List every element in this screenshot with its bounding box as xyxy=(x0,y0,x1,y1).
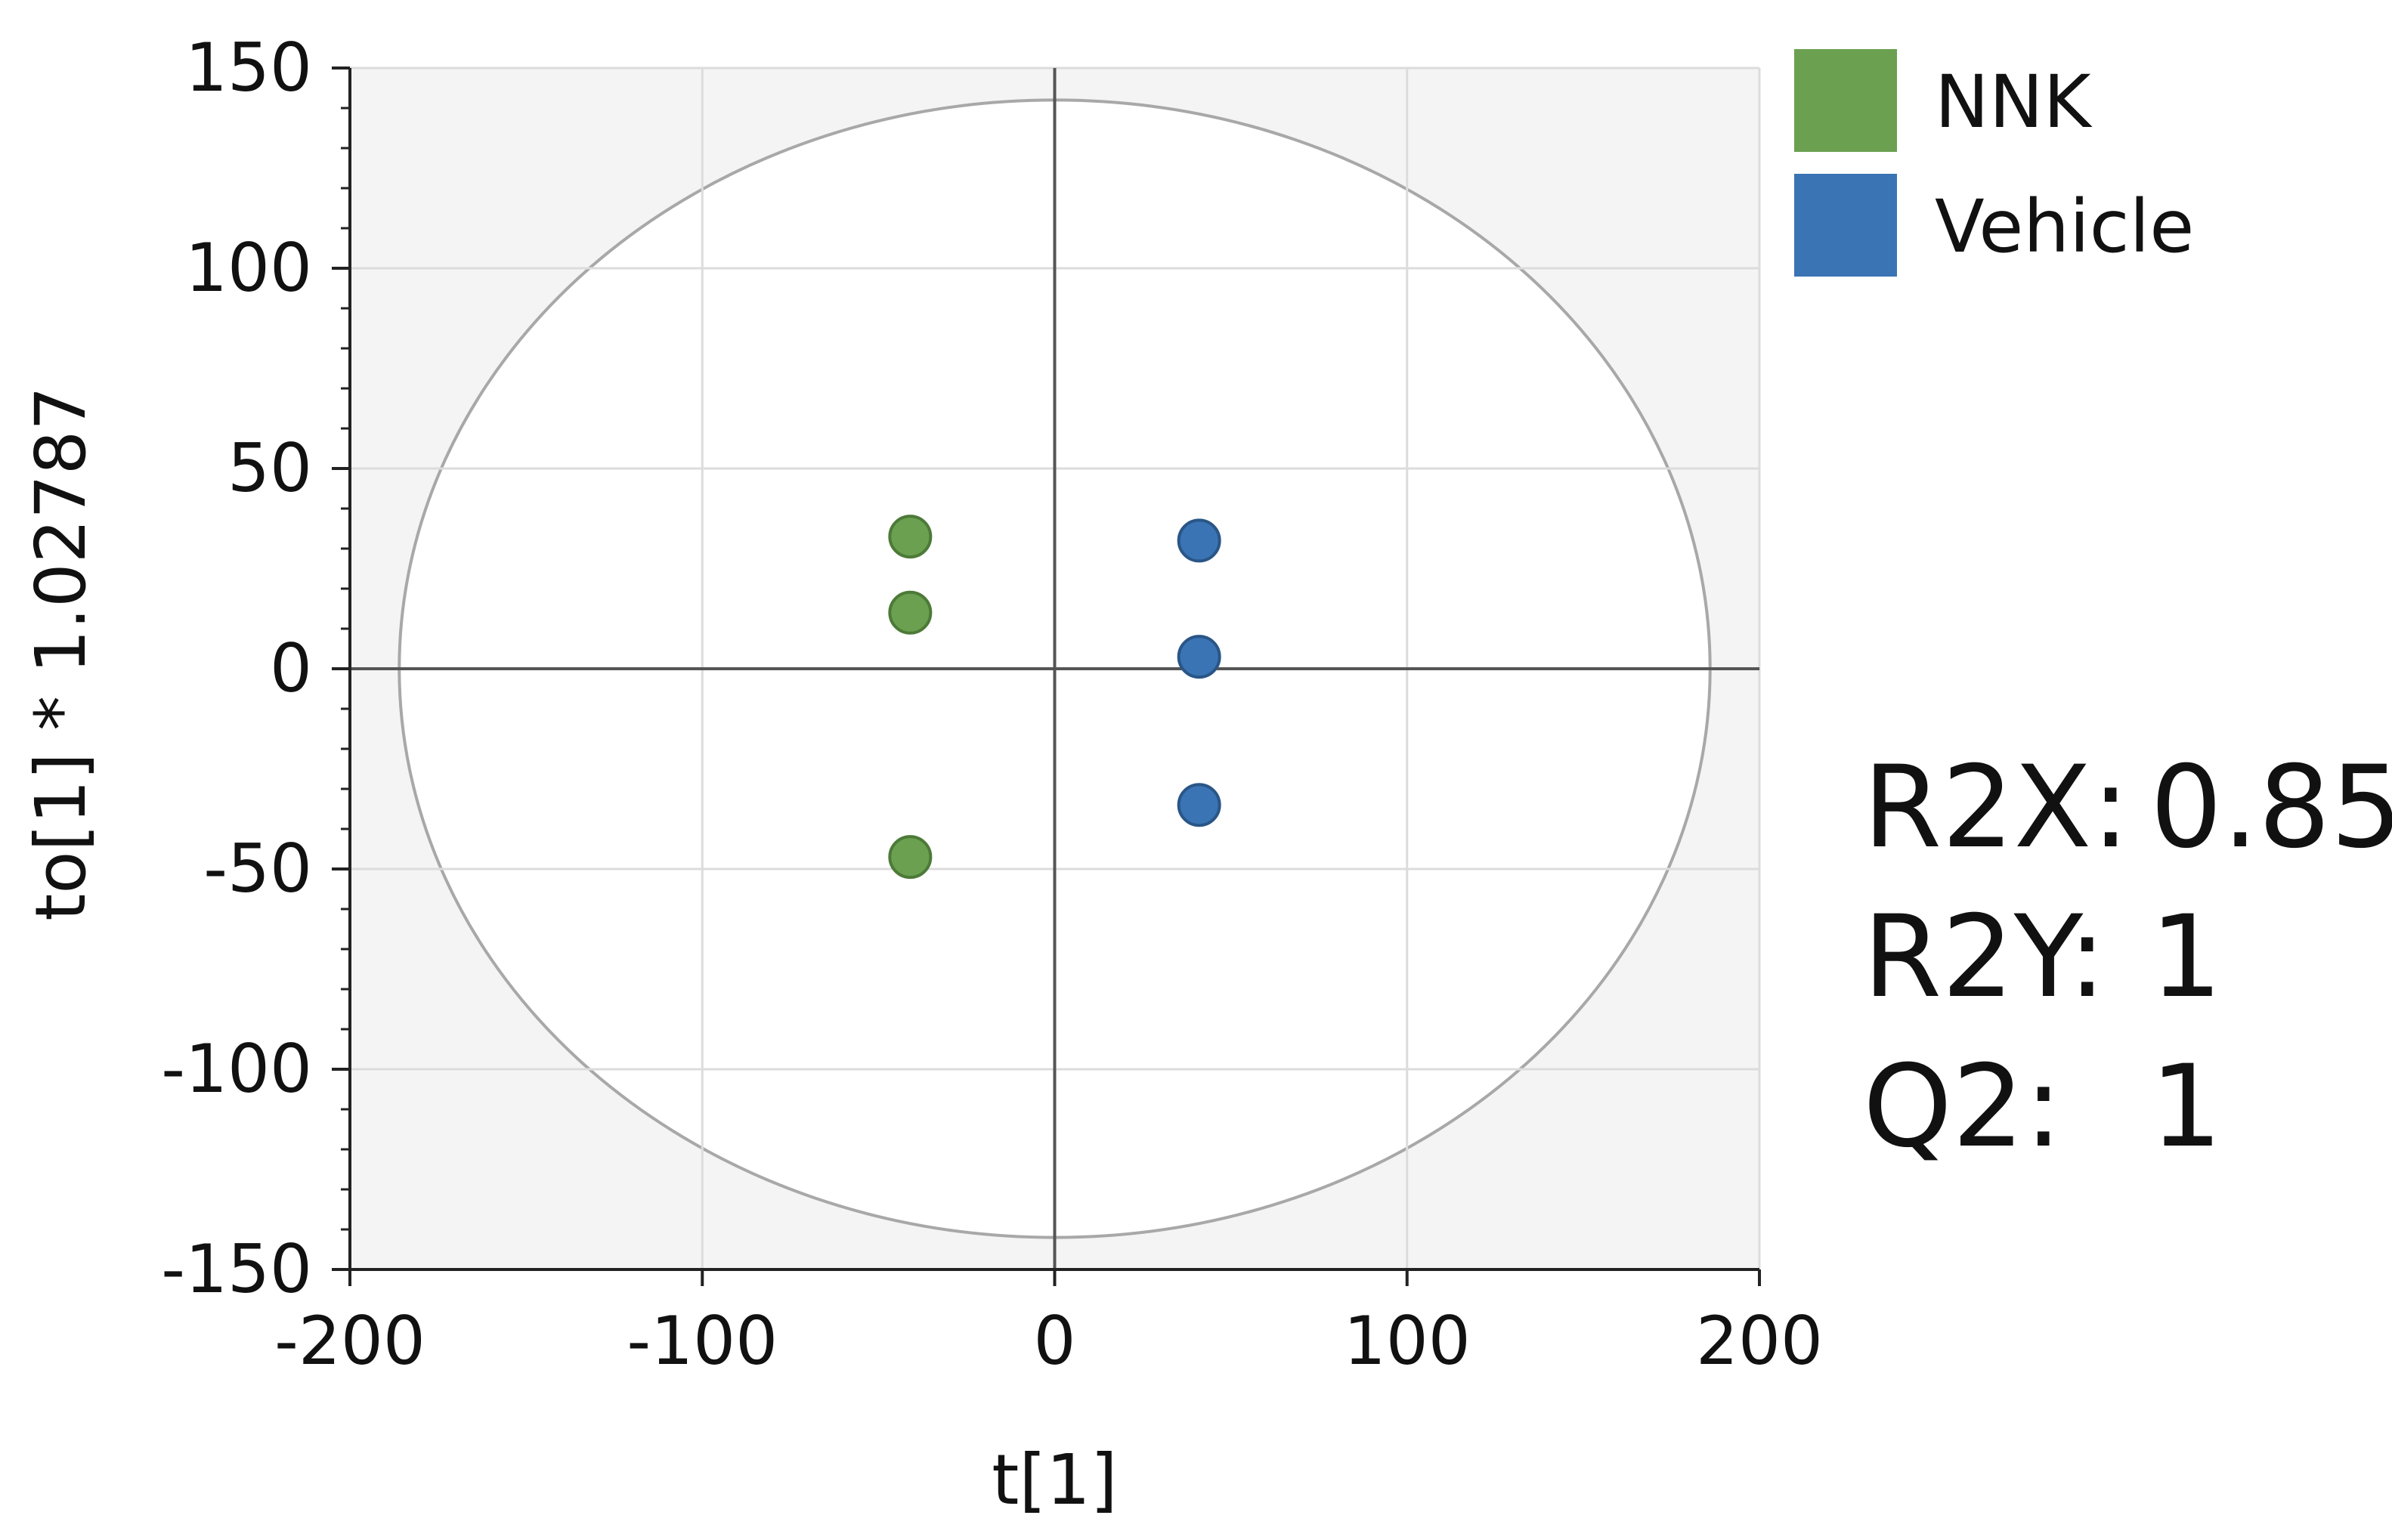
stat-value: 1 xyxy=(2150,1041,2223,1173)
x-tick-label: -200 xyxy=(274,1302,425,1380)
data-point-nnk xyxy=(888,515,933,559)
y-axis-title: to[1] * 1.02787 xyxy=(20,386,101,921)
x-tick-label: -100 xyxy=(627,1302,778,1380)
stat-label: Q2: xyxy=(1863,1041,2063,1173)
stat-r2y: R2Y: 1 xyxy=(1863,883,2392,1032)
data-points xyxy=(888,515,1221,880)
y-tick-label: -150 xyxy=(161,1230,312,1308)
model-statistics: R2X: 0.85 R2Y: 1 Q2: 1 xyxy=(1863,733,2392,1182)
data-point-vehicle xyxy=(1177,518,1221,563)
axes: 150 100 50 0 -50 -100 -150-200 -100 0 100 200 xyxy=(161,29,1823,1380)
data-point-nnk xyxy=(888,590,933,635)
legend: NNK Vehicle xyxy=(1794,49,2194,277)
y-tick-label: 100 xyxy=(185,229,312,307)
legend-label-vehicle: Vehicle xyxy=(1935,184,2194,269)
stat-label: R2Y: xyxy=(1863,892,2106,1023)
y-tick-label: 150 xyxy=(185,29,312,107)
legend-label-nnk: NNK xyxy=(1935,60,2093,144)
legend-swatch-vehicle xyxy=(1794,174,1897,277)
y-tick-label: -100 xyxy=(161,1030,312,1108)
data-point-vehicle xyxy=(1177,783,1221,827)
stat-label: R2X: xyxy=(1863,742,2130,874)
x-axis-title: t[1] xyxy=(992,1439,1117,1520)
y-tick-label: -50 xyxy=(203,830,312,908)
x-tick-label: 100 xyxy=(1344,1302,1471,1380)
data-point-nnk xyxy=(888,835,933,880)
y-tick-label: 50 xyxy=(227,429,312,507)
stat-value: 0.85 xyxy=(2150,742,2392,874)
data-point-vehicle xyxy=(1177,635,1221,679)
x-tick-label: 200 xyxy=(1696,1302,1823,1380)
stat-q2: Q2: 1 xyxy=(1863,1032,2392,1182)
stat-r2x: R2X: 0.85 xyxy=(1863,733,2392,883)
y-tick-label: 0 xyxy=(270,629,312,707)
stat-value: 1 xyxy=(2150,892,2223,1023)
legend-swatch-nnk xyxy=(1794,49,1897,152)
x-tick-label: 0 xyxy=(1034,1302,1076,1380)
